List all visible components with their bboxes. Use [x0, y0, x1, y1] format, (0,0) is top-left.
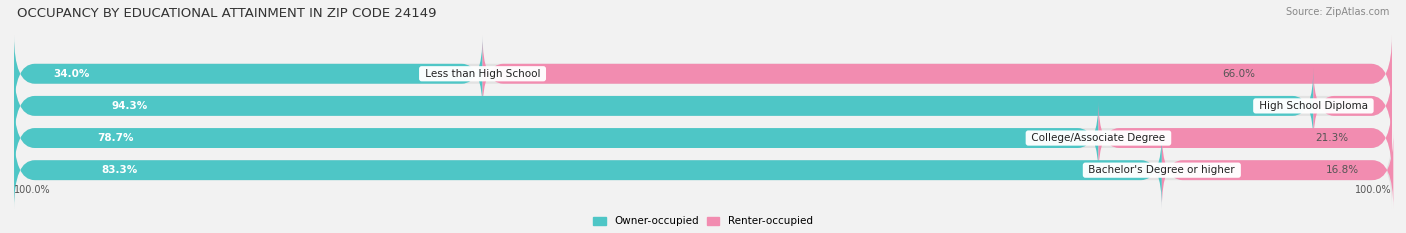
- FancyBboxPatch shape: [14, 100, 1392, 176]
- Text: College/Associate Degree: College/Associate Degree: [1028, 133, 1168, 143]
- FancyBboxPatch shape: [1161, 132, 1393, 208]
- Text: 34.0%: 34.0%: [53, 69, 90, 79]
- Text: 78.7%: 78.7%: [97, 133, 134, 143]
- Text: 83.3%: 83.3%: [101, 165, 138, 175]
- FancyBboxPatch shape: [14, 35, 1392, 112]
- Text: 94.3%: 94.3%: [112, 101, 148, 111]
- FancyBboxPatch shape: [14, 100, 1098, 176]
- Text: OCCUPANCY BY EDUCATIONAL ATTAINMENT IN ZIP CODE 24149: OCCUPANCY BY EDUCATIONAL ATTAINMENT IN Z…: [17, 7, 436, 20]
- FancyBboxPatch shape: [14, 132, 1392, 208]
- Text: High School Diploma: High School Diploma: [1256, 101, 1371, 111]
- FancyBboxPatch shape: [1098, 100, 1392, 176]
- FancyBboxPatch shape: [14, 68, 1313, 144]
- FancyBboxPatch shape: [14, 68, 1392, 144]
- Text: Bachelor's Degree or higher: Bachelor's Degree or higher: [1085, 165, 1239, 175]
- Text: 100.0%: 100.0%: [1355, 185, 1392, 195]
- Text: Less than High School: Less than High School: [422, 69, 543, 79]
- FancyBboxPatch shape: [14, 35, 482, 112]
- Text: 100.0%: 100.0%: [14, 185, 51, 195]
- FancyBboxPatch shape: [1313, 68, 1392, 144]
- Text: 16.8%: 16.8%: [1326, 165, 1358, 175]
- FancyBboxPatch shape: [482, 35, 1392, 112]
- Legend: Owner-occupied, Renter-occupied: Owner-occupied, Renter-occupied: [589, 212, 817, 231]
- Text: 66.0%: 66.0%: [1223, 69, 1256, 79]
- FancyBboxPatch shape: [14, 132, 1161, 208]
- Text: 21.3%: 21.3%: [1315, 133, 1348, 143]
- Text: Source: ZipAtlas.com: Source: ZipAtlas.com: [1285, 7, 1389, 17]
